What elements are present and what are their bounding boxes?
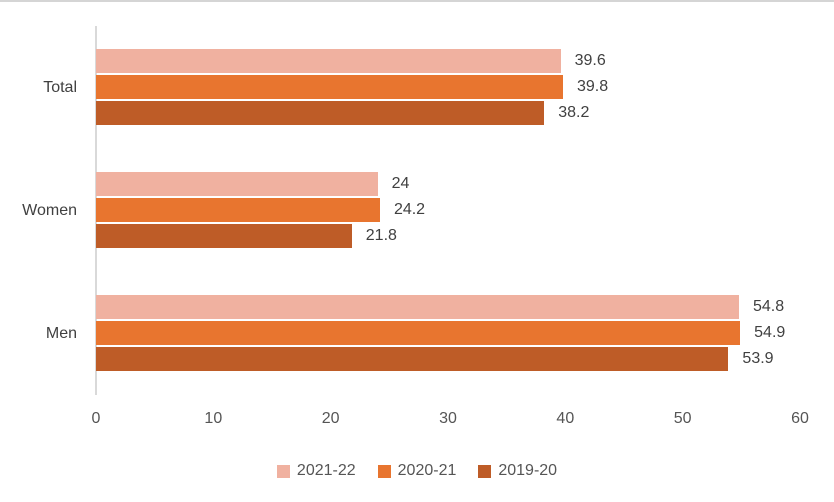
category-label: Total [43, 78, 77, 96]
category-label: Women [22, 201, 77, 219]
value-label: 24 [391, 175, 410, 192]
bar-2021-22-women [96, 172, 378, 196]
value-label: 54.8 [752, 298, 785, 315]
bar-2019-20-men [96, 347, 729, 371]
legend-item-2021-22: 2021-22 [276, 462, 356, 480]
chart-legend: 2021-22 2020-21 2019-20 [0, 462, 834, 480]
legend-swatch [377, 464, 391, 478]
y-axis-line [94, 26, 97, 395]
value-label: 21.8 [365, 227, 397, 244]
x-axis-tick-label: 30 [439, 410, 457, 427]
x-axis-tick-label: 0 [91, 410, 101, 427]
x-axis-tick-label: 50 [673, 410, 692, 427]
category-label: Men [45, 324, 77, 342]
x-axis-tick-label: 40 [556, 410, 575, 427]
value-label: 38.2 [558, 104, 590, 121]
chart-top-border [0, 0, 834, 2]
x-axis-tick-label: 20 [321, 410, 340, 427]
value-label: 39.6 [574, 52, 606, 69]
x-axis-tick-label: 10 [204, 410, 223, 427]
bar-2021-22-men [96, 295, 739, 319]
legend-label: 2020-21 [397, 462, 457, 479]
value-label: 53.9 [742, 350, 774, 367]
legend-label: 2019-20 [498, 462, 558, 479]
x-axis-tick-label: 60 [791, 410, 809, 427]
bar-2019-20-total [96, 101, 545, 125]
value-label: 54.9 [754, 324, 786, 341]
legend-item-2020-21: 2020-21 [377, 462, 457, 480]
bar-2021-22-total [96, 49, 561, 73]
value-label: 24.2 [393, 201, 426, 218]
legend-item-2019-20: 2019-20 [478, 462, 557, 480]
bar-2019-20-women [96, 224, 352, 248]
legend-swatch [276, 464, 290, 478]
legend-swatch [478, 464, 492, 478]
bar-2020-21-total [96, 75, 563, 99]
bar-2020-21-women [96, 198, 380, 222]
bar-2020-21-men [96, 321, 741, 345]
legend-label: 2021-22 [296, 462, 356, 479]
value-label: 39.8 [576, 78, 609, 95]
